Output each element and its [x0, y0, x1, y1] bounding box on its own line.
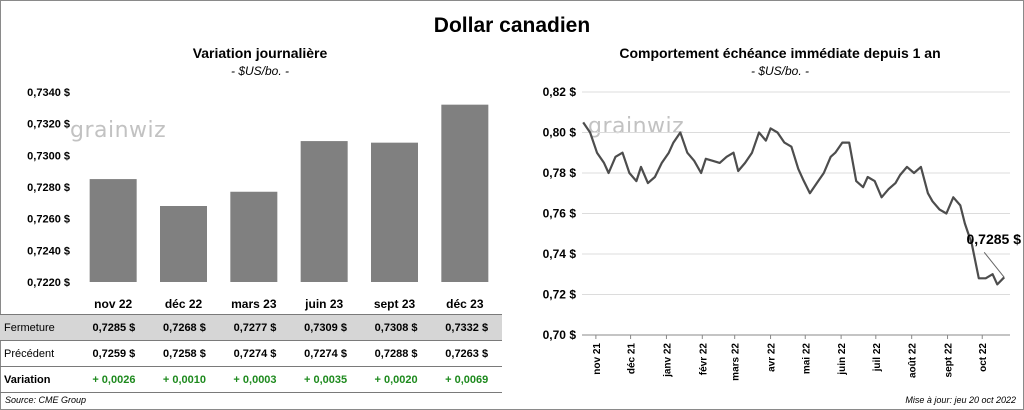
bar-chart-subtitle: - $US/bo. -	[230, 64, 290, 78]
price-table: Fermeture 0,7285 $ 0,7268 $ 0,7277 $ 0,7…	[0, 314, 502, 393]
bar	[230, 191, 278, 282]
y-tick-label: 0,82 $	[543, 85, 577, 99]
table-cell: 0,7274 $	[219, 340, 291, 367]
table-cell: + 0,0069	[431, 366, 502, 393]
y-tick-label: 0,7240 $	[27, 245, 70, 257]
x-tick-label: sept 22	[944, 343, 955, 378]
row-label: Précédent	[0, 340, 79, 367]
table-cell: 0,7263 $	[431, 340, 502, 367]
y-tick-label: 0,7320 $	[27, 119, 70, 131]
x-tick-label: juin 23	[304, 297, 343, 311]
y-tick-label: 0,70 $	[543, 328, 577, 342]
x-tick-label: déc 22	[165, 297, 203, 311]
x-tick-label: juin 22	[837, 343, 848, 376]
table-cell: 0,7285 $	[78, 314, 150, 341]
table-row-fermeture: Fermeture 0,7285 $ 0,7268 $ 0,7277 $ 0,7…	[0, 314, 502, 341]
bar-chart-title: Variation journalière	[192, 45, 328, 61]
page-title: Dollar canadien	[433, 14, 591, 37]
y-tick-label: 0,74 $	[543, 247, 577, 261]
table-cell: + 0,0026	[78, 366, 150, 393]
line-chart: 0,70 $ 0,72 $ 0,74 $ 0,76 $ 0,78 $ 0,80 $ 0,82…	[543, 85, 1022, 381]
x-tick-label: nov 21	[592, 343, 603, 375]
table-cell: 0,7274 $	[290, 340, 361, 367]
line-chart-title: Comportement échéance immédiate depuis 1…	[619, 45, 941, 61]
row-label: Variation	[0, 366, 79, 393]
x-tick-label: mars 22	[731, 343, 742, 381]
price-line	[582, 121, 1005, 286]
x-tick-label: déc 21	[627, 343, 638, 375]
table-row-precedent: Précédent 0,7259 $ 0,7258 $ 0,7274 $ 0,7…	[0, 340, 502, 367]
y-tick-label: 0,7280 $	[27, 182, 70, 194]
x-tick-label: janv 22	[662, 343, 673, 378]
y-tick-label: 0,7220 $	[27, 277, 70, 289]
x-tick-label: août 22	[908, 343, 919, 378]
table-cell: + 0,0035	[290, 366, 361, 393]
table-cell: + 0,0010	[149, 366, 220, 393]
y-tick-label: 0,7300 $	[27, 150, 70, 162]
source-note: Source: CME Group	[5, 395, 87, 405]
table-cell: + 0,0003	[219, 366, 291, 393]
table-cell: + 0,0020	[360, 366, 432, 393]
last-value-leader	[983, 251, 1005, 278]
table-cell: 0,7277 $	[219, 314, 291, 341]
x-tick-label: avr 22	[767, 343, 778, 372]
table-cell: 0,7332 $	[431, 314, 502, 341]
bar	[300, 141, 348, 282]
row-label: Fermeture	[0, 314, 79, 341]
last-value-label: 0,7285 $	[967, 231, 1022, 247]
table-cell: 0,7288 $	[360, 340, 432, 367]
table-cell: 0,7309 $	[290, 314, 361, 341]
grainwiz-watermark-logo: grainwiz	[70, 118, 167, 143]
x-tick-label: févr 22	[698, 343, 709, 376]
table-cell: 0,7268 $	[149, 314, 220, 341]
x-tick-label: nov 22	[94, 297, 132, 311]
bar	[89, 179, 137, 282]
grainwiz-watermark-logo-right: grainwiz	[588, 114, 685, 139]
table-cell: 0,7258 $	[149, 340, 220, 367]
y-tick-label: 0,72 $	[543, 288, 577, 302]
y-tick-label: 0,7340 $	[27, 87, 70, 99]
line-chart-subtitle: - $US/bo. -	[750, 64, 810, 78]
x-tick-label: mai 22	[801, 343, 812, 375]
y-tick-label: 0,80 $	[543, 126, 577, 140]
table-row-variation: Variation + 0,0026 + 0,0010 + 0,0003 + 0…	[0, 366, 502, 393]
bar	[160, 206, 207, 282]
bar-chart: 0,7220 $ 0,7240 $ 0,7260 $ 0,7280 $ 0,7300 $…	[27, 87, 489, 311]
x-tick-label: sept 23	[374, 297, 416, 311]
update-note: Mise à jour: jeu 20 oct 2022	[905, 395, 1016, 405]
table-cell: 0,7259 $	[78, 340, 150, 367]
y-tick-label: 0,76 $	[543, 207, 577, 221]
bar	[441, 104, 489, 283]
y-tick-label: 0,7260 $	[27, 214, 70, 226]
x-tick-label: oct 22	[978, 343, 989, 372]
table-cell: 0,7308 $	[360, 314, 432, 341]
x-tick-label: juil 22	[872, 343, 883, 373]
x-tick-label: déc 23	[446, 297, 484, 311]
bar	[371, 142, 418, 282]
y-tick-label: 0,78 $	[543, 166, 577, 180]
x-tick-label: mars 23	[231, 297, 277, 311]
